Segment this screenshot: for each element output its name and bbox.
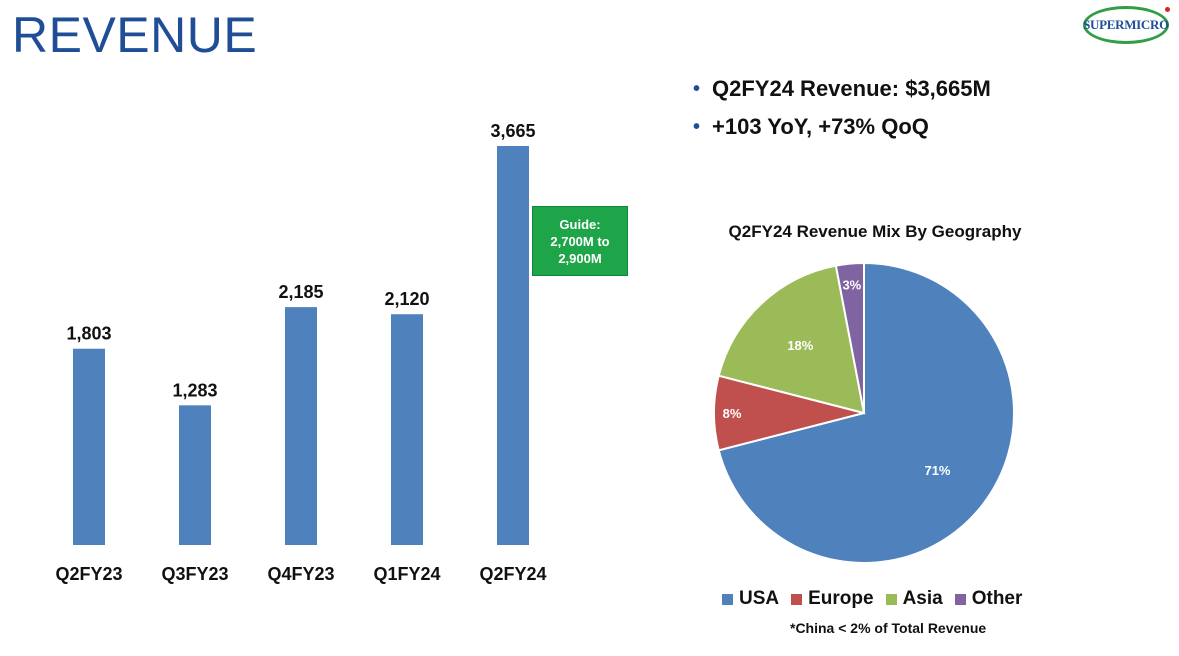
legend-swatch [885, 593, 897, 605]
bar-Q1FY24 [391, 314, 423, 545]
guidance-line-2: 2,700M to [550, 233, 610, 249]
bar-value-label: 2,120 [384, 289, 429, 309]
bullet-dot-icon: • [693, 77, 701, 100]
footnote: *China < 2% of Total Revenue [790, 620, 987, 636]
legend-item-other: Other [954, 588, 1023, 610]
bar-category-label: Q1FY24 [373, 564, 440, 584]
pie-slice-other [834, 261, 865, 414]
bar-category-label: Q3FY23 [161, 564, 228, 584]
bar-Q2FY24 [497, 146, 529, 545]
legend-label: Asia [902, 588, 943, 609]
legend-label: Other [971, 588, 1023, 609]
legend-swatch [954, 593, 966, 605]
pie-slice-label: 18% [787, 338, 813, 353]
legend-item-usa: USA [722, 588, 779, 610]
bar-category-label: Q2FY23 [55, 564, 122, 584]
key-metrics-list: • Q2FY24 Revenue: $3,665M • +103 YoY, +73%… [693, 76, 991, 152]
legend-swatch [722, 593, 733, 605]
bullet-revenue: • Q2FY24 Revenue: $3,665M [693, 76, 991, 101]
pie-slice-label: 3% [842, 278, 861, 293]
bullet-dot-icon: • [693, 115, 701, 138]
bullet-growth: • +103 YoY, +73% QoQ [693, 114, 929, 139]
pie-slice-asia [717, 264, 866, 415]
bar-Q4FY23 [285, 307, 317, 545]
bar-value-label: 1,803 [66, 324, 111, 344]
legend-label: Europe [808, 588, 874, 609]
supermicro-logo: SUPERMICRO [1083, 6, 1170, 44]
bar-category-label: Q4FY23 [267, 564, 334, 584]
logo-text: SUPERMICRO [1083, 17, 1169, 32]
legend-label: USA [739, 588, 780, 609]
guidance-line-1: Guide: [559, 216, 601, 232]
guidance-callout: Guide: 2,700M to 2,900M [532, 206, 628, 276]
legend-item-europe: Europe [791, 588, 874, 610]
pie-slice-label: 71% [924, 463, 950, 478]
bar-Q3FY23 [179, 405, 211, 545]
bar-value-label: 1,283 [172, 380, 217, 400]
pie-slice-label: 8% [723, 406, 742, 421]
bar-value-label: 3,665 [490, 121, 535, 141]
legend-item-asia: Asia [885, 588, 943, 610]
pie-legend: USA Europe Asia Other [722, 588, 1034, 610]
pie-slice-usa [717, 261, 1015, 564]
guidance-line-3: 2,900M [558, 250, 602, 266]
bar-Q2FY23 [73, 348, 105, 545]
pie-chart-title: Q2FY24 Revenue Mix By Geography [728, 222, 1022, 241]
legend-swatch [791, 593, 803, 605]
logo-dot-icon [1165, 7, 1170, 12]
bar-value-label: 2,185 [278, 282, 323, 302]
page-title: REVENUE [12, 7, 258, 63]
bar-category-label: Q2FY24 [479, 564, 546, 584]
